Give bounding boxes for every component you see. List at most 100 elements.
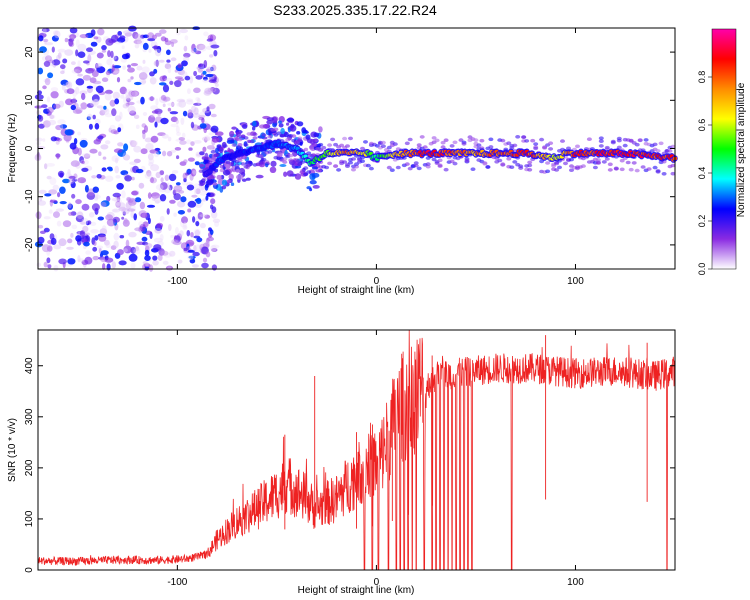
spectrogram-cell <box>667 149 673 153</box>
spectrogram-cell <box>34 94 44 100</box>
spectrogram-cell <box>160 250 169 256</box>
spectrogram-cell <box>144 249 150 257</box>
spectrogram-cell <box>146 204 156 208</box>
spectrogram-cell <box>167 102 175 106</box>
spectrogram-cell <box>276 131 282 135</box>
spectrogram-cell <box>207 87 217 93</box>
spectrogram-cell <box>88 123 93 130</box>
spectrogram-cell <box>53 265 59 272</box>
spectrogram-cell <box>395 165 401 170</box>
spectrogram-cell <box>60 70 65 75</box>
spectrogram-cell <box>229 130 235 138</box>
spectrogram-cell <box>171 101 175 107</box>
spectrogram-cell <box>548 147 554 151</box>
spectrogram-cell <box>413 163 419 168</box>
spectrogram-cell <box>68 211 73 216</box>
spectrogram-cell <box>209 54 214 58</box>
x-tick-label: -100 <box>167 577 187 588</box>
spectrogram-cell <box>198 63 204 67</box>
spectrogram-cell <box>300 160 306 164</box>
spectrogram-cell <box>199 191 208 196</box>
spectrogram-cell <box>36 262 42 267</box>
spectrogram-cell <box>159 170 165 176</box>
chart-title: S233.2025.335.17.22.R24 <box>273 2 437 18</box>
spectrogram-y-ticks: -20 -10 0 10 20 <box>24 46 675 252</box>
spectrogram-cell <box>70 181 76 189</box>
spectrogram-cell <box>634 168 640 173</box>
spectrogram-cell <box>604 157 610 161</box>
spectrogram-cell <box>140 96 145 105</box>
spectrogram-cell <box>125 201 132 210</box>
spectrogram-cell <box>205 73 214 78</box>
spectrogram-cell <box>515 135 521 139</box>
spectrogram-cell <box>58 238 67 247</box>
spectrogram-cell <box>118 260 127 266</box>
spectrogram-cell <box>464 159 470 163</box>
spectrogram-cell <box>628 167 634 172</box>
spectrogram-cell <box>201 136 211 142</box>
spectrogram-cell <box>90 100 96 107</box>
spectrogram-cell <box>80 102 88 110</box>
spectrogram-cell <box>425 164 431 169</box>
spectrogram-cell <box>190 232 194 238</box>
spectrogram-cell <box>198 185 205 191</box>
spectrogram-cell <box>86 103 94 108</box>
spectrogram-cell <box>104 239 110 246</box>
spectrogram-cell <box>177 259 183 264</box>
x-tick-label: 100 <box>567 577 584 588</box>
spectrogram-cell <box>114 115 122 122</box>
spectrogram-cell <box>175 125 180 134</box>
spectrogram-cell <box>154 48 162 57</box>
spectrogram-cell <box>286 118 295 122</box>
spectrogram-cell <box>339 143 345 148</box>
spectrogram-cell <box>306 170 312 174</box>
spectrogram-cell <box>380 140 386 145</box>
spectrogram-cell <box>148 162 154 167</box>
spectrogram-cell <box>192 264 199 268</box>
spectrogram-cell <box>79 230 86 238</box>
spectrogram-cell <box>309 188 313 192</box>
spectrogram-cell <box>215 131 224 136</box>
spectrogram-cell <box>69 142 77 150</box>
spectrogram-cell <box>183 159 188 164</box>
spectrogram-cell <box>193 70 198 77</box>
spectrogram-cell <box>130 76 134 80</box>
spectrogram-cell <box>240 162 246 166</box>
spectrogram-cell <box>61 84 66 91</box>
spectrogram-cell <box>171 170 179 174</box>
spectrogram-cell <box>204 109 212 117</box>
spectrogram-cell <box>92 186 100 193</box>
spectrogram-cell <box>59 186 66 194</box>
spectrogram-cell <box>296 131 301 135</box>
spectrogram-cell <box>57 192 61 198</box>
spectrogram-cell <box>167 66 172 74</box>
spectrogram-cell <box>204 184 209 191</box>
spectrogram-cell <box>208 103 216 110</box>
spectrogram-cell <box>87 68 96 72</box>
spectrogram-cell <box>166 49 171 56</box>
spectrogram-cell <box>279 133 285 138</box>
colorbar-label: Normalized spectral amplitude <box>736 82 747 217</box>
spectrogram-cell <box>575 144 580 149</box>
spectrogram-cell <box>619 167 625 172</box>
spectrogram-cell <box>206 38 213 42</box>
spectrogram-cell <box>48 189 58 195</box>
spectrogram-cell <box>278 123 284 128</box>
spectrogram-cell <box>506 141 512 145</box>
snr-frame <box>37 329 676 571</box>
spectrogram-cell <box>59 123 64 131</box>
spectrogram-cell <box>92 255 100 261</box>
spectrogram-cell <box>91 70 99 78</box>
spectrogram-cell <box>264 160 270 164</box>
spectrogram-cell <box>273 127 279 132</box>
spectrogram-cell <box>41 244 51 253</box>
spectrogram-cell <box>180 117 185 126</box>
spectrogram-cell <box>476 143 482 147</box>
spectrogram-cell <box>219 152 223 157</box>
spectrogram-cell <box>86 220 92 225</box>
spectrogram-cell <box>151 110 159 114</box>
spectrogram-cell <box>106 195 111 202</box>
spectrogram-cell <box>93 139 102 145</box>
spectrogram-cell <box>130 210 134 218</box>
spectrogram-cell <box>105 214 113 221</box>
